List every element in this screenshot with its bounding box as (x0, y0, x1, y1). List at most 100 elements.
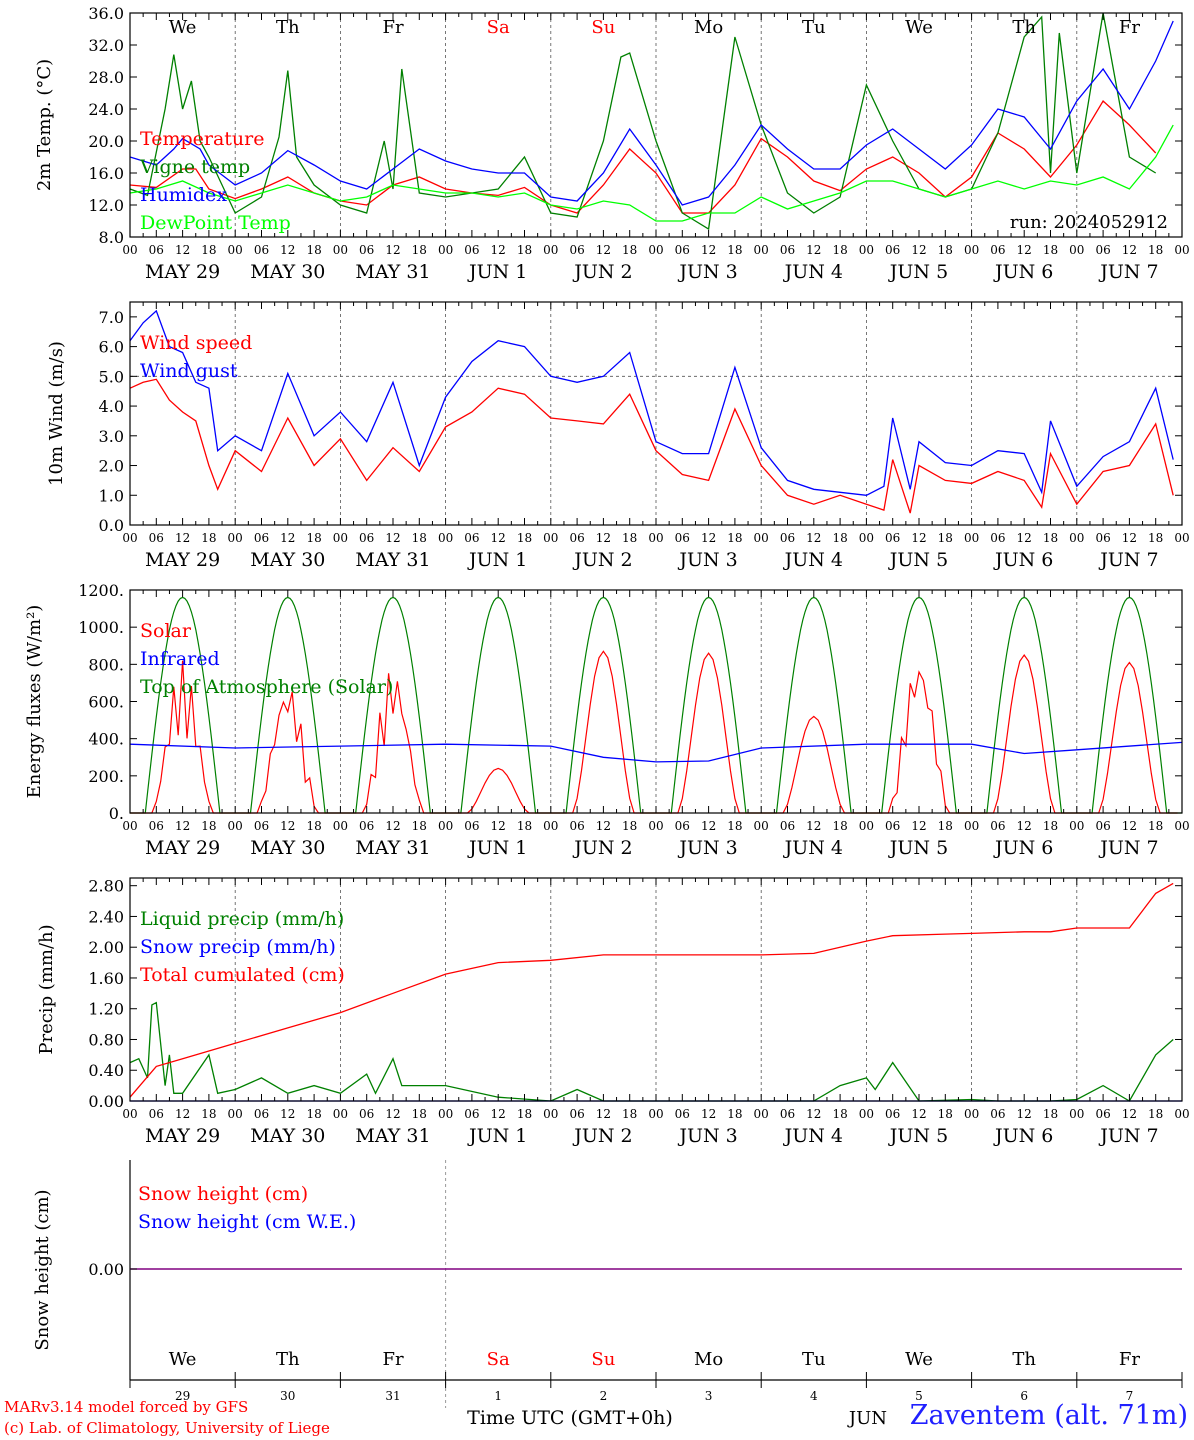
date-label: JUN 5 (888, 837, 948, 859)
date-label: MAY 31 (355, 549, 430, 571)
hour-label: 00 (333, 243, 348, 257)
hour-label: 18 (622, 243, 637, 257)
hour-label: 18 (412, 243, 427, 257)
date-label: JUN 1 (467, 549, 527, 571)
hour-label: 12 (1122, 531, 1137, 545)
hour-label: 00 (648, 531, 663, 545)
hour-label: 12 (596, 243, 611, 257)
weekday-label: Th (1012, 17, 1036, 38)
date-label: JUN 6 (993, 837, 1053, 859)
y-tick-label: 28.0 (88, 68, 124, 87)
weekday-label: We (905, 1349, 933, 1370)
date-label: MAY 30 (250, 261, 325, 283)
series-line-ir (129, 741, 1183, 763)
hour-label: 12 (701, 243, 716, 257)
hour-label: 12 (596, 1107, 611, 1121)
hour-label: 12 (911, 1107, 926, 1121)
hour-label: 06 (990, 1107, 1005, 1121)
weekday-label: Sa (487, 17, 510, 38)
date-label: JUN 4 (783, 837, 843, 859)
hour-label: 12 (1122, 1107, 1137, 1121)
hour-label: 00 (333, 1107, 348, 1121)
hour-label: 18 (1043, 1107, 1058, 1121)
weekday-label: We (169, 1349, 197, 1370)
x-axis-label: Time UTC (GMT+0h) (467, 1407, 673, 1429)
date-label: MAY 30 (250, 837, 325, 859)
date-label: JUN 2 (572, 837, 632, 859)
station-name: Zaventem (alt. 71m) (909, 1400, 1188, 1431)
series-line-1 (129, 309, 1174, 496)
weekday-label: Su (591, 1349, 615, 1370)
y-tick-label: 200. (88, 767, 124, 786)
lab-credit: (c) Lab. of Climatology, University of L… (4, 1419, 330, 1437)
hour-label: 18 (832, 1107, 847, 1121)
hour-label: 06 (780, 1107, 795, 1121)
weekday-label: Th (276, 17, 300, 38)
hour-label: 18 (1043, 243, 1058, 257)
panel-frame-2 (129, 589, 1183, 814)
hour-label: 06 (464, 819, 479, 833)
hour-label: 18 (938, 1107, 953, 1121)
hour-label: 12 (385, 531, 400, 545)
hour-label: 06 (675, 819, 690, 833)
date-label: JUN 6 (993, 261, 1053, 283)
y-tick-label: 600. (88, 693, 124, 712)
y-axis-label-1: 10m Wind (m/s) (46, 341, 67, 486)
y-tick-label: 6.0 (99, 338, 124, 357)
hour-label: 12 (806, 243, 821, 257)
weekday-label: Fr (1119, 17, 1140, 38)
hour-label: 12 (280, 531, 295, 545)
date-label: JUN 1 (467, 261, 527, 283)
date-label: JUN 1 (467, 837, 527, 859)
hour-label: 12 (175, 531, 190, 545)
y-tick-label: 0.40 (88, 1061, 124, 1080)
date-label: MAY 29 (145, 261, 220, 283)
y-tick-label: 24.0 (88, 100, 124, 119)
hour-label: 00 (754, 819, 769, 833)
hour-label: 06 (780, 819, 795, 833)
hour-label: 06 (149, 243, 164, 257)
hour-label: 12 (491, 1107, 506, 1121)
hour-label: 06 (149, 531, 164, 545)
hour-label: 12 (1017, 531, 1032, 545)
hour-label: 12 (701, 1107, 716, 1121)
legend-entry: Snow height (cm) (138, 1183, 308, 1205)
series-line-0 (129, 99, 1157, 214)
y-tick-label: 1000. (78, 618, 124, 637)
date-label: JUN 3 (677, 837, 737, 859)
hour-label: 12 (175, 243, 190, 257)
weekday-label: Fr (382, 1349, 403, 1370)
hour-label: 00 (122, 531, 137, 545)
hour-label: 06 (569, 531, 584, 545)
hour-label: 12 (385, 243, 400, 257)
hour-label: 00 (122, 1107, 137, 1121)
hour-label: 00 (543, 531, 558, 545)
hour-label: 06 (675, 243, 690, 257)
hour-label: 00 (859, 1107, 874, 1121)
y-tick-label: 400. (88, 730, 124, 749)
hour-label: 00 (122, 819, 137, 833)
hour-label: 18 (622, 1107, 637, 1121)
hour-label: 12 (806, 531, 821, 545)
hour-label: 12 (280, 243, 295, 257)
hour-label: 18 (832, 819, 847, 833)
hour-label: 06 (990, 531, 1005, 545)
hour-label: 06 (359, 819, 374, 833)
legend-entry: Solar (140, 620, 192, 642)
weekday-label: Sa (487, 1349, 510, 1370)
hour-label: 12 (175, 819, 190, 833)
y-tick-label: 32.0 (88, 36, 124, 55)
date-label: JUN 4 (783, 261, 843, 283)
legend-entry: Wind speed (140, 332, 252, 354)
hour-label-end: 00 (1174, 819, 1189, 833)
hour-label: 18 (832, 243, 847, 257)
hour-label-end: 00 (1174, 531, 1189, 545)
series-line-3 (129, 124, 1174, 222)
date-label: JUN 6 (993, 549, 1053, 571)
hour-label: 06 (359, 531, 374, 545)
hour-label: 18 (412, 531, 427, 545)
hour-label: 00 (648, 1107, 663, 1121)
hour-label: 12 (911, 531, 926, 545)
hour-label: 00 (754, 531, 769, 545)
